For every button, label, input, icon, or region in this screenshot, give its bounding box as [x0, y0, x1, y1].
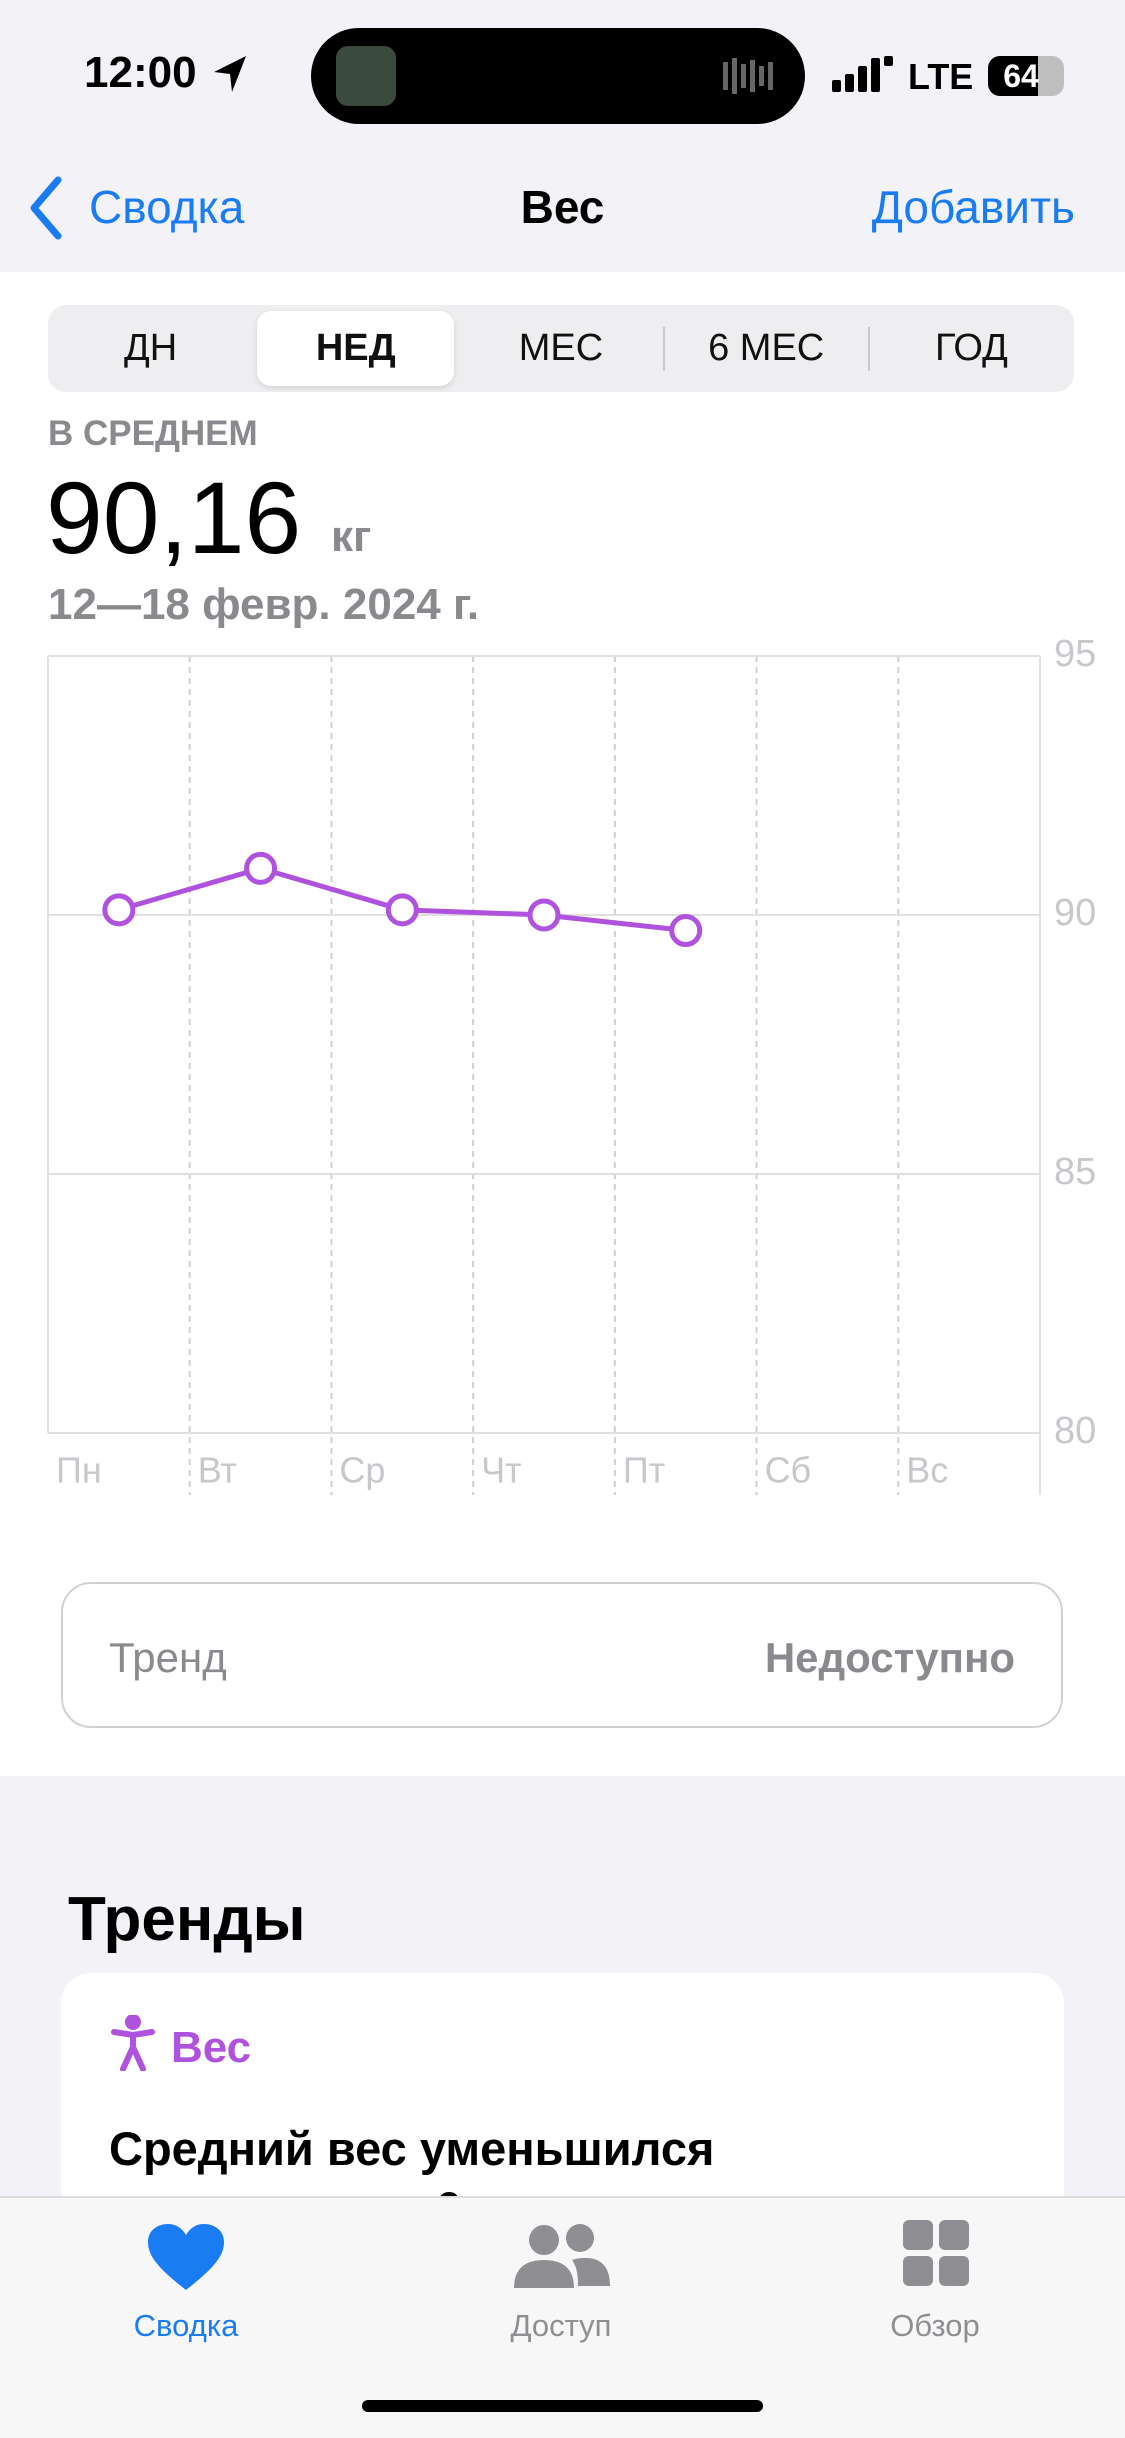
segment[interactable]: 6 МЕС	[708, 327, 825, 369]
dynamic-island	[311, 28, 805, 124]
battery: 64	[988, 56, 1064, 96]
y-tick-label: 80	[1054, 1410, 1096, 1452]
network-type: LTE	[908, 56, 974, 97]
segmented-control: ДН НЕД МЕС 6 МЕС ГОД	[48, 305, 1074, 392]
tab-label[interactable]: Сводка	[133, 2308, 239, 2343]
segment[interactable]: ГОД	[934, 327, 1008, 369]
segment-selected	[257, 311, 455, 386]
nav-title: Вес	[520, 181, 605, 233]
segment[interactable]: НЕД	[315, 327, 396, 369]
summary-value: 90,16	[46, 461, 302, 575]
tab-label[interactable]: Обзор	[890, 2308, 980, 2343]
tab-icon-sharing	[514, 2224, 610, 2288]
y-tick-label: 90	[1054, 892, 1096, 934]
battery-level	[988, 56, 1038, 96]
tab-icon-browse	[903, 2220, 969, 2286]
back-chevron[interactable]	[26, 176, 66, 240]
weight-chart: 80 85 90 95 Пн Вт Ср Чт Пт Сб Вс	[47, 633, 1096, 1495]
segment[interactable]: ДН	[124, 327, 178, 369]
trend-text: Средний вес уменьшился	[109, 2122, 715, 2175]
battery-percent: 64	[1003, 58, 1039, 94]
segment-divider	[867, 327, 870, 371]
trends-heading: Тренды	[68, 1885, 306, 1954]
trend-label: Тренд	[109, 1634, 227, 1681]
x-tick-label: Вт	[198, 1450, 237, 1491]
waveform	[723, 58, 773, 94]
location-icon	[214, 56, 246, 92]
summary-label: В СРЕДНЕМ	[48, 414, 258, 453]
summary-date: 12—18 февр. 2024 г.	[48, 580, 480, 629]
content-panel	[0, 272, 1125, 1776]
tab-icon-summary	[148, 2224, 224, 2290]
y-tick-label: 85	[1054, 1151, 1096, 1193]
point	[669, 914, 703, 948]
point	[527, 898, 561, 932]
segment-divider	[662, 327, 665, 371]
point	[385, 893, 419, 927]
trend-box: Тренд Недоступно	[61, 1582, 1063, 1728]
album-art	[336, 46, 396, 106]
add-button[interactable]: Добавить	[871, 181, 1075, 233]
tab-label[interactable]: Доступ	[510, 2308, 612, 2343]
signal-icon	[832, 56, 893, 92]
tab-bar: Сводка Доступ Обзор	[0, 2196, 1125, 2438]
status-time: 12:00	[84, 48, 197, 97]
home-indicator	[362, 2400, 763, 2412]
back-button[interactable]: Сводка	[89, 181, 245, 233]
x-tick-label: Пт	[623, 1450, 665, 1491]
trend-category: Вес	[171, 2023, 252, 2072]
summary-unit: кг	[331, 512, 372, 561]
x-tick-label: Сб	[765, 1450, 812, 1491]
x-tick-label: Пн	[56, 1450, 102, 1491]
body-icon	[111, 2015, 155, 2071]
trend-value: Недоступно	[764, 1634, 1015, 1681]
point	[244, 851, 278, 885]
x-tick-label: Чт	[481, 1450, 521, 1491]
point	[102, 893, 136, 927]
x-tick-label: Вс	[906, 1450, 948, 1491]
y-tick-label: 95	[1054, 633, 1096, 675]
x-tick-label: Ср	[339, 1450, 385, 1491]
segment[interactable]: МЕС	[518, 327, 604, 369]
